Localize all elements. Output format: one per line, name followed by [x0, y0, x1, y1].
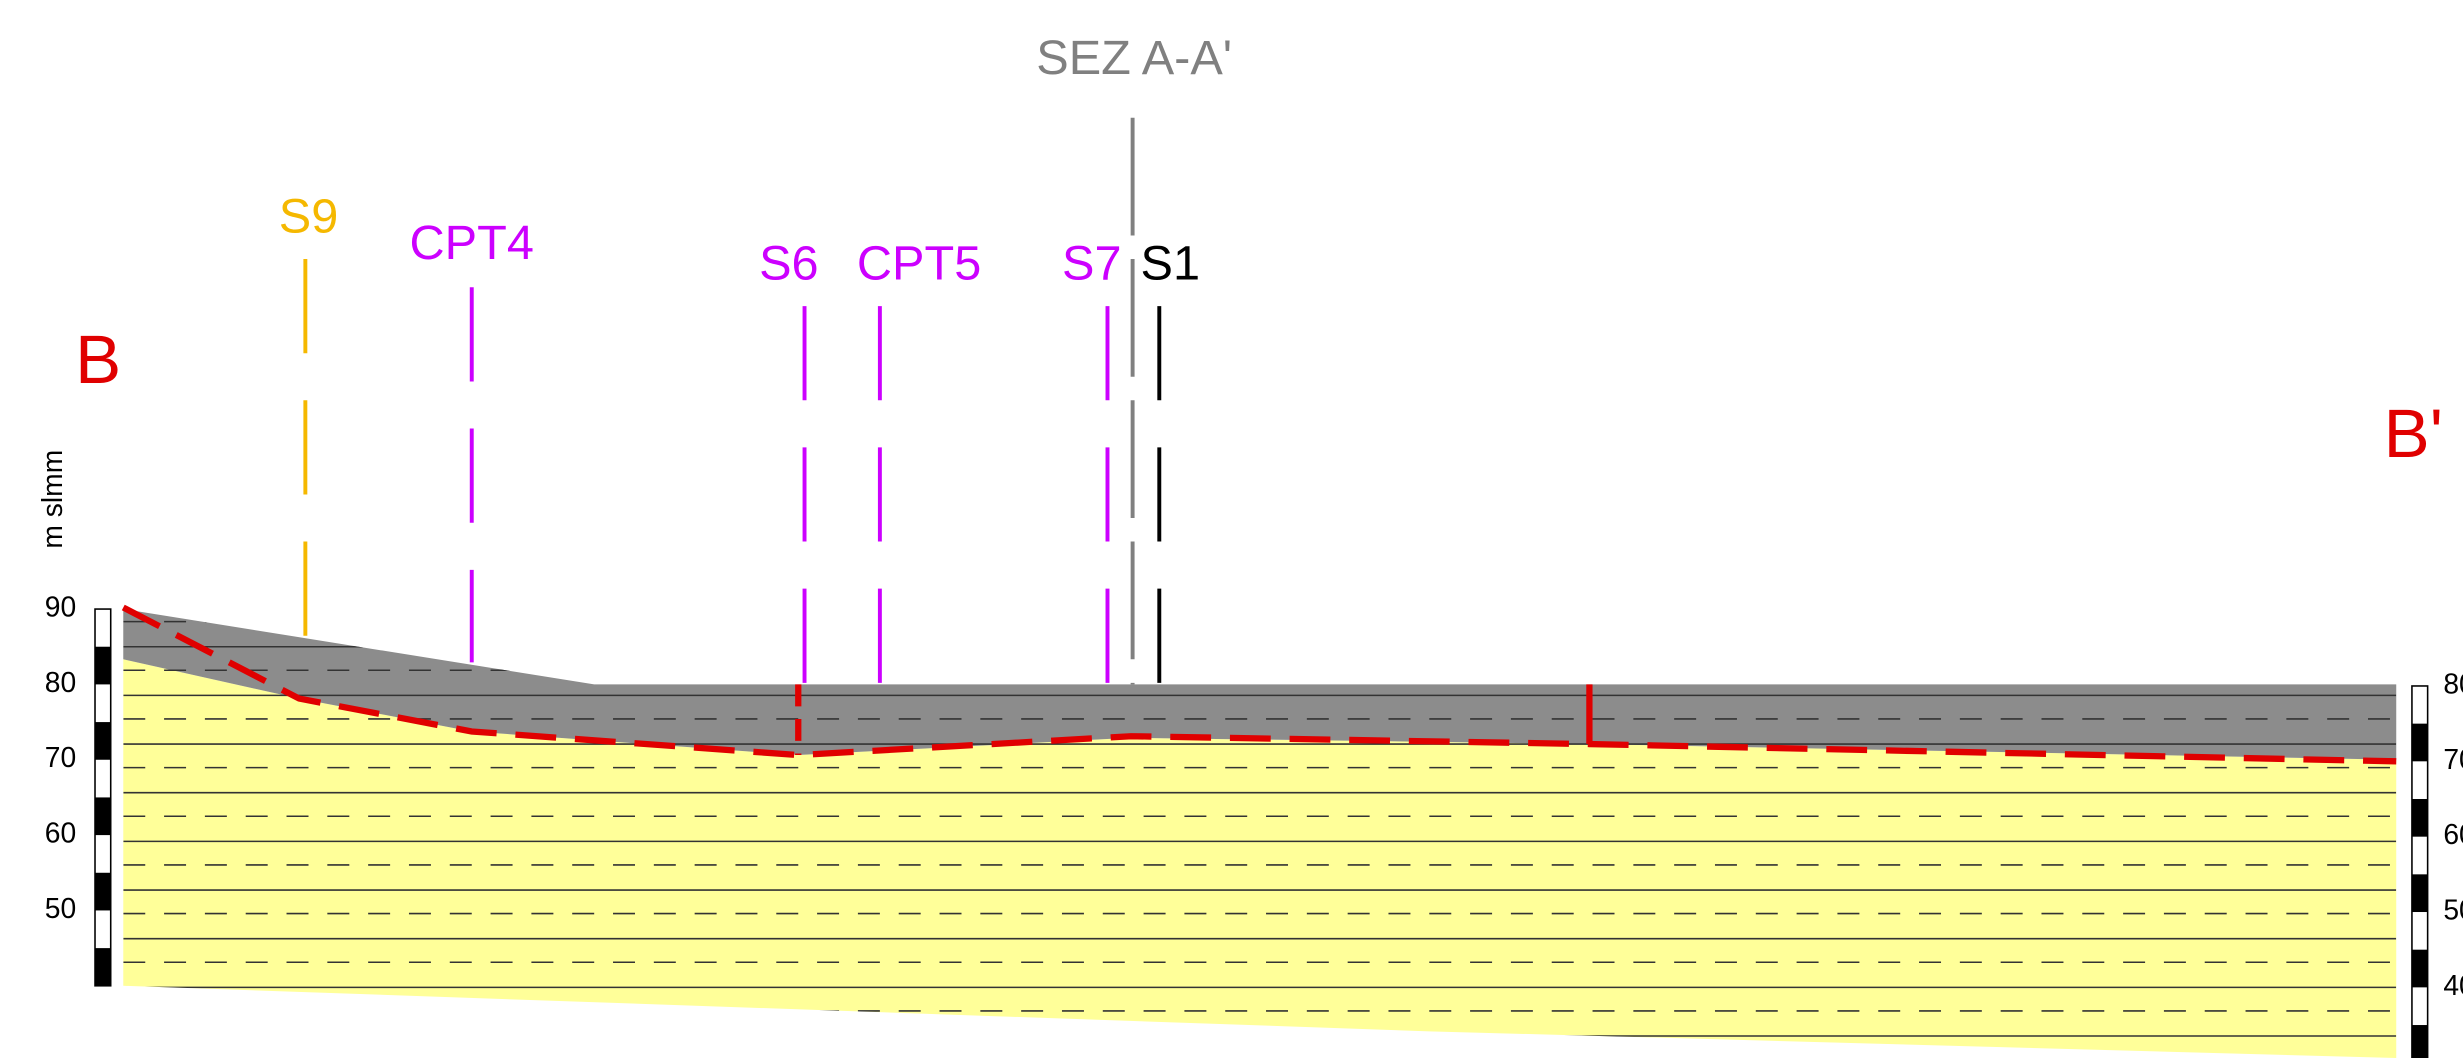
scale-segment — [95, 948, 111, 986]
scale-segment — [95, 646, 111, 685]
scale-label: 70 — [2443, 743, 2463, 775]
borehole-label: S6 — [759, 236, 819, 290]
scale-segment — [95, 872, 111, 911]
borehole-label: S9 — [279, 189, 339, 243]
scale-label: 70 — [45, 741, 76, 773]
borehole-label: CPT4 — [410, 216, 534, 270]
scale-label: 80 — [45, 666, 76, 698]
sand-layer — [123, 659, 2397, 1058]
scale-segment — [95, 797, 111, 836]
scale-segment — [2411, 1025, 2428, 1058]
section-title: SEZ A-A' — [1036, 31, 1232, 85]
scale-label: 60 — [2443, 818, 2463, 850]
scale-label: 80 — [2443, 667, 2463, 699]
scale-label: 40 — [2443, 969, 2463, 1001]
scale-segment — [2411, 949, 2428, 988]
section-end: B' — [2384, 394, 2443, 472]
gray-layer — [123, 609, 2397, 760]
scale-segment — [2411, 874, 2428, 913]
unit-label: m slmm — [36, 450, 68, 549]
section-start: B — [75, 320, 121, 398]
scale-segment — [95, 722, 111, 760]
scale-label: 50 — [2443, 893, 2463, 925]
borehole-label: S1 — [1141, 236, 1201, 290]
scale-segment — [2411, 723, 2428, 762]
scale-segment — [2411, 798, 2428, 837]
borehole-label: S7 — [1062, 236, 1122, 290]
scale-label: 50 — [45, 892, 76, 924]
scale-label: 60 — [45, 817, 76, 849]
scale-label: 90 — [45, 591, 76, 623]
borehole-label: CPT5 — [857, 236, 981, 290]
